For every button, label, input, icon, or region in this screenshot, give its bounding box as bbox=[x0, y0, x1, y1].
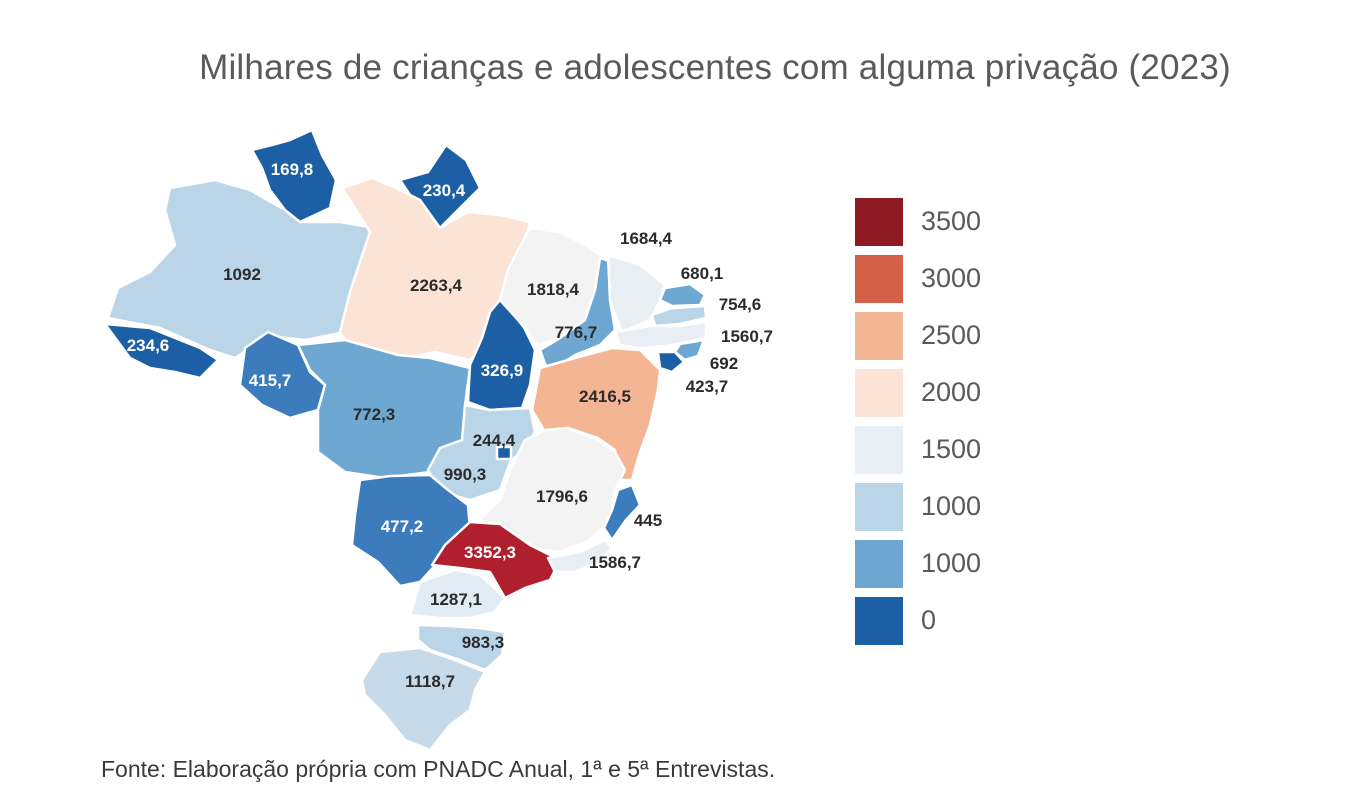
value-label-sp: 3352,3 bbox=[464, 543, 516, 562]
legend-label: 1000 bbox=[921, 548, 982, 578]
value-label-ba: 2416,5 bbox=[579, 387, 631, 406]
legend-swatch bbox=[855, 597, 903, 645]
value-label-ro: 415,7 bbox=[249, 371, 292, 390]
chart-title: Milhares de crianças e adolescentes com … bbox=[199, 48, 1231, 87]
value-label-ap: 230,4 bbox=[423, 181, 466, 200]
legend-label: 3500 bbox=[921, 206, 982, 236]
state-pr[interactable] bbox=[408, 568, 507, 620]
legend-swatch bbox=[855, 198, 903, 246]
value-label-go: 990,3 bbox=[444, 465, 487, 484]
state-go[interactable] bbox=[426, 403, 537, 502]
legend-label: 2500 bbox=[921, 320, 982, 350]
brazil-map: 169,8 230,4 1092 2263,4 234,6 415,7 772,… bbox=[103, 128, 773, 752]
value-label-df: 244,4 bbox=[473, 431, 516, 450]
state-df[interactable] bbox=[495, 445, 513, 461]
value-label-pa: 2263,4 bbox=[410, 276, 463, 295]
value-label-rs: 1118,7 bbox=[405, 672, 455, 691]
value-label-es: 445 bbox=[634, 511, 662, 530]
state-ac[interactable] bbox=[103, 322, 220, 380]
legend-label: 3000 bbox=[921, 263, 982, 293]
value-label-se: 423,7 bbox=[686, 377, 729, 396]
value-label-to: 326,9 bbox=[481, 361, 524, 380]
value-label-mt: 772,3 bbox=[353, 405, 396, 424]
legend-label: 2000 bbox=[921, 377, 982, 407]
state-rn[interactable] bbox=[658, 282, 707, 308]
state-rr[interactable] bbox=[250, 128, 338, 224]
state-es[interactable] bbox=[602, 483, 642, 542]
legend-label: 1000 bbox=[921, 491, 982, 521]
value-label-pi: 776,7 bbox=[555, 323, 598, 342]
legend-label: 1500 bbox=[921, 434, 982, 464]
state-sp[interactable] bbox=[430, 520, 562, 600]
value-label-al: 692 bbox=[710, 354, 738, 373]
value-label-pb: 754,6 bbox=[719, 295, 762, 314]
value-label-ce: 1684,4 bbox=[620, 229, 673, 248]
state-sc[interactable] bbox=[416, 623, 507, 672]
legend-swatch bbox=[855, 255, 903, 303]
state-rj[interactable] bbox=[546, 538, 614, 574]
state-rs[interactable] bbox=[360, 646, 487, 752]
legend-swatch bbox=[855, 369, 903, 417]
legend-swatch bbox=[855, 483, 903, 531]
value-label-ms: 477,2 bbox=[381, 517, 424, 536]
source-note: Fonte: Elaboração própria com PNADC Anua… bbox=[101, 756, 776, 782]
legend-label: 0 bbox=[921, 605, 937, 635]
value-label-pe: 1560,7 bbox=[721, 327, 773, 346]
legend-swatch bbox=[855, 312, 903, 360]
value-label-rj: 1586,7 bbox=[589, 553, 641, 572]
value-label-mg: 1796,6 bbox=[536, 487, 588, 506]
legend-swatch bbox=[855, 540, 903, 588]
state-al[interactable] bbox=[673, 338, 706, 362]
value-label-ma: 1818,4 bbox=[527, 280, 580, 299]
value-label-ac: 234,6 bbox=[127, 336, 170, 355]
value-label-rr: 169,8 bbox=[271, 160, 314, 179]
value-label-am: 1092 bbox=[223, 265, 261, 284]
state-mg[interactable] bbox=[478, 426, 627, 554]
state-se[interactable] bbox=[656, 350, 686, 374]
value-label-sc: 983,3 bbox=[462, 633, 505, 652]
legend-swatch bbox=[855, 426, 903, 474]
value-label-pr: 1287,1 bbox=[430, 590, 482, 609]
state-ce[interactable] bbox=[606, 253, 667, 334]
value-label-rn: 680,1 bbox=[681, 264, 724, 283]
